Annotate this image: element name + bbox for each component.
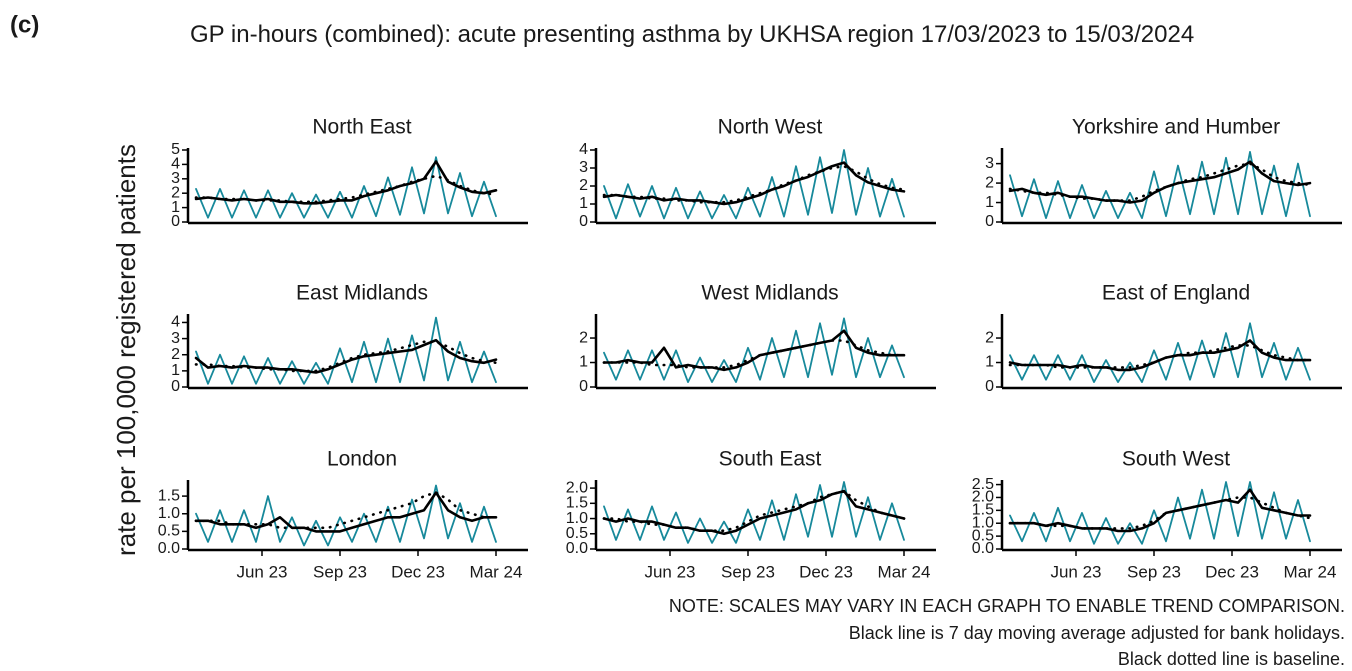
x-tick-label: Sep 23 xyxy=(721,562,775,581)
moving-average-line xyxy=(602,489,906,536)
x-tick-label: Dec 23 xyxy=(391,562,445,581)
y-tick-label: 2.0 xyxy=(566,479,588,496)
x-tick-label: Dec 23 xyxy=(799,562,853,581)
daily-line xyxy=(195,484,497,547)
moving-average-line xyxy=(194,160,498,205)
y-axis-label: rate per 100,000 registered patients xyxy=(111,144,141,556)
panel-title: South West xyxy=(1122,448,1230,471)
y-tick-label: 2 xyxy=(985,329,994,346)
daily-line xyxy=(603,317,905,383)
x-tick-label: Jun 23 xyxy=(1050,562,1101,581)
y-tick-label: 1 xyxy=(579,195,588,212)
y-tick-label: 0.5 xyxy=(972,527,994,544)
y-tick-label: 4 xyxy=(171,156,180,173)
x-tick-label: Sep 23 xyxy=(1127,562,1181,581)
y-tick-label: 2 xyxy=(171,184,180,201)
baseline-line xyxy=(602,339,906,369)
y-tick-label: 1 xyxy=(171,199,180,216)
y-tick-label: 1.0 xyxy=(566,510,588,527)
y-tick-label: 0 xyxy=(579,213,588,230)
y-tick-label: 2 xyxy=(579,329,588,346)
moving-average-line xyxy=(194,491,498,533)
y-tick-label: 0.5 xyxy=(566,525,588,542)
y-tick-label: 1 xyxy=(985,194,994,211)
y-tick-label: 3 xyxy=(171,330,180,347)
panel-title: East Midlands xyxy=(296,282,428,305)
y-tick-label: 1.0 xyxy=(972,514,994,531)
panel-title: Yorkshire and Humber xyxy=(1072,116,1280,139)
x-tick-label: Mar 24 xyxy=(470,562,523,581)
y-tick-label: 3 xyxy=(579,159,588,176)
panel-title: North West xyxy=(718,116,823,139)
y-tick-label: 0 xyxy=(171,378,180,395)
baseline-line xyxy=(1008,496,1312,530)
y-tick-label: 0.0 xyxy=(158,540,180,557)
y-tick-label: 0 xyxy=(985,213,994,230)
daily-line xyxy=(1009,322,1311,383)
y-tick-label: 0 xyxy=(579,378,588,395)
y-tick-label: 1.5 xyxy=(566,495,588,512)
panel-label: (c) xyxy=(10,11,39,38)
daily-line xyxy=(603,481,905,544)
daily-line xyxy=(603,149,905,220)
y-tick-label: 1.0 xyxy=(158,505,180,522)
x-tick-label: Mar 24 xyxy=(878,562,931,581)
y-tick-label: 4 xyxy=(579,141,588,158)
daily-line xyxy=(195,316,497,385)
x-tick-label: Mar 24 xyxy=(1284,562,1337,581)
moving-average-line xyxy=(602,161,906,206)
x-tick-label: Jun 23 xyxy=(644,562,695,581)
y-tick-label: 2.5 xyxy=(972,476,994,493)
y-tick-label: 1 xyxy=(579,354,588,371)
baseline-line xyxy=(194,174,498,204)
y-tick-label: 2.0 xyxy=(972,489,994,506)
y-tick-label: 1 xyxy=(171,362,180,379)
baseline-line xyxy=(1008,344,1312,369)
panel-title: West Midlands xyxy=(701,282,838,305)
panel-title: London xyxy=(327,448,397,471)
y-tick-label: 0 xyxy=(985,378,994,395)
daily-line xyxy=(1009,151,1311,219)
x-tick-label: Sep 23 xyxy=(313,562,367,581)
y-tick-label: 0 xyxy=(171,213,180,230)
y-tick-label: 2 xyxy=(985,174,994,191)
y-tick-label: 0.5 xyxy=(158,523,180,540)
daily-line xyxy=(1009,481,1311,545)
chart-title: GP in-hours (combined): acute presenting… xyxy=(190,21,1195,48)
x-tick-label: Jun 23 xyxy=(236,562,287,581)
baseline-line xyxy=(602,164,906,204)
y-tick-label: 5 xyxy=(171,141,180,158)
daily-line xyxy=(195,156,497,219)
y-tick-label: 2 xyxy=(171,346,180,363)
moving-average-line xyxy=(194,338,498,374)
y-tick-label: 3 xyxy=(985,155,994,172)
panel-title: North East xyxy=(312,116,411,139)
baseline-line xyxy=(194,491,498,530)
panel-title: South East xyxy=(719,448,822,471)
y-tick-label: 1 xyxy=(985,354,994,371)
y-tick-label: 4 xyxy=(171,314,180,331)
note: NOTE: SCALES MAY VARY IN EACH GRAPH TO E… xyxy=(669,596,1345,616)
note: Black dotted line is baseline. xyxy=(1118,649,1345,669)
y-tick-label: 0.0 xyxy=(566,540,588,557)
baseline-line xyxy=(194,340,498,373)
y-tick-label: 1.5 xyxy=(158,487,180,504)
x-tick-label: Dec 23 xyxy=(1205,562,1259,581)
panel-title: East of England xyxy=(1102,282,1250,305)
y-tick-label: 2 xyxy=(579,177,588,194)
y-tick-label: 0.0 xyxy=(972,540,994,557)
y-tick-label: 1.5 xyxy=(972,502,994,519)
moving-average-line xyxy=(1008,488,1312,533)
moving-average-line xyxy=(1008,160,1312,204)
y-tick-label: 3 xyxy=(171,170,180,187)
note: Black line is 7 day moving average adjus… xyxy=(849,623,1345,643)
